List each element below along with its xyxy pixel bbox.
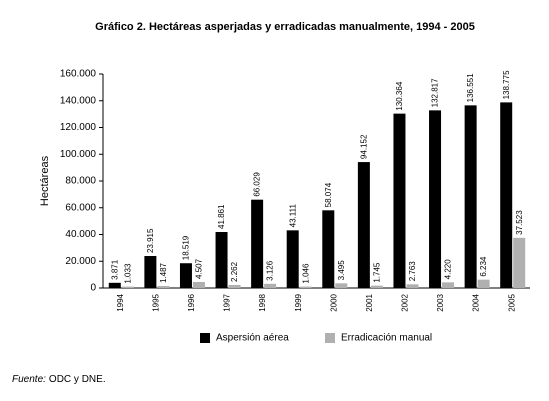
value-label: 37.523	[515, 210, 524, 235]
bar	[251, 199, 264, 288]
y-axis-label: Hectáreas	[39, 155, 51, 206]
value-label: 66.029	[253, 172, 262, 197]
bar	[299, 286, 312, 288]
x-tick-label: 2002	[401, 293, 410, 311]
value-label: 3.495	[337, 260, 346, 281]
bar	[179, 263, 192, 288]
legend-label: Erradicación manual	[341, 333, 432, 344]
value-label: 43.111	[288, 204, 297, 228]
bar	[335, 283, 348, 288]
y-tick-label: 140.000	[60, 95, 97, 106]
value-label: 2.262	[230, 261, 239, 282]
value-label: 1.046	[301, 263, 310, 284]
y-tick-label: 20.000	[65, 256, 96, 267]
chart-title: Gráfico 2. Hectáreas asperjadas y erradi…	[95, 21, 475, 33]
value-label: 6.234	[479, 256, 488, 277]
value-label: 18.519	[182, 235, 191, 260]
bar	[442, 282, 455, 288]
value-label: 4.507	[195, 258, 204, 279]
x-tick-label: 1994	[116, 293, 125, 311]
bar	[370, 285, 383, 288]
source-label: Fuente:	[12, 374, 46, 385]
bar	[108, 282, 121, 288]
bar	[393, 113, 406, 288]
bar	[357, 162, 370, 288]
value-label: 94.152	[359, 134, 368, 159]
bar	[322, 210, 335, 288]
value-label: 1.745	[372, 262, 381, 283]
x-tick-label: 1999	[294, 293, 303, 311]
bar	[157, 286, 170, 288]
x-tick-label: 1998	[258, 293, 267, 311]
bar	[286, 230, 299, 288]
value-label: 138.775	[502, 70, 511, 99]
bar	[477, 279, 490, 288]
source-text: ODC y DNE.	[49, 374, 106, 385]
x-tick-label: 2003	[436, 293, 445, 311]
bar	[121, 286, 134, 288]
x-tick-label: 2004	[472, 293, 481, 311]
x-tick-label: 1995	[151, 293, 160, 311]
source: Fuente: ODC y DNE.	[12, 374, 106, 385]
y-tick-label: 60.000	[65, 202, 96, 213]
value-label: 58.074	[324, 182, 333, 207]
value-label: 3.126	[266, 260, 275, 281]
bar	[228, 284, 241, 288]
bar	[264, 283, 277, 288]
bar	[429, 110, 442, 288]
x-tick-label: 1996	[187, 293, 196, 311]
bar	[464, 105, 477, 288]
x-tick-label: 1997	[223, 293, 232, 311]
bar	[500, 102, 513, 289]
value-label: 4.220	[444, 259, 453, 280]
legend-label: Aspersión aérea	[216, 333, 289, 344]
y-tick-label: 160.000	[60, 69, 97, 80]
value-label: 136.551	[466, 73, 475, 102]
value-label: 23.915	[146, 228, 155, 253]
y-tick-label: 0	[90, 283, 96, 294]
y-tick-label: 80.000	[65, 176, 96, 187]
x-tick-label: 2000	[329, 293, 338, 311]
value-label: 2.763	[408, 261, 417, 282]
value-label: 3.871	[110, 259, 119, 280]
value-label: 1.033	[123, 263, 132, 284]
value-label: 132.817	[431, 78, 440, 107]
y-tick-label: 120.000	[60, 122, 97, 133]
bar	[513, 237, 526, 288]
legend-swatch	[325, 333, 335, 343]
x-tick-label: 2001	[365, 293, 374, 311]
value-label: 1.487	[159, 262, 168, 283]
bar	[192, 281, 205, 288]
x-tick-label: 2005	[507, 293, 516, 311]
legend-swatch	[200, 333, 210, 343]
bar	[144, 256, 157, 288]
bar	[406, 284, 419, 288]
value-label: 130.364	[395, 81, 404, 110]
y-tick-label: 100.000	[60, 149, 97, 160]
bar	[215, 232, 228, 288]
y-tick-label: 40.000	[65, 229, 96, 240]
value-label: 41.861	[217, 204, 226, 229]
